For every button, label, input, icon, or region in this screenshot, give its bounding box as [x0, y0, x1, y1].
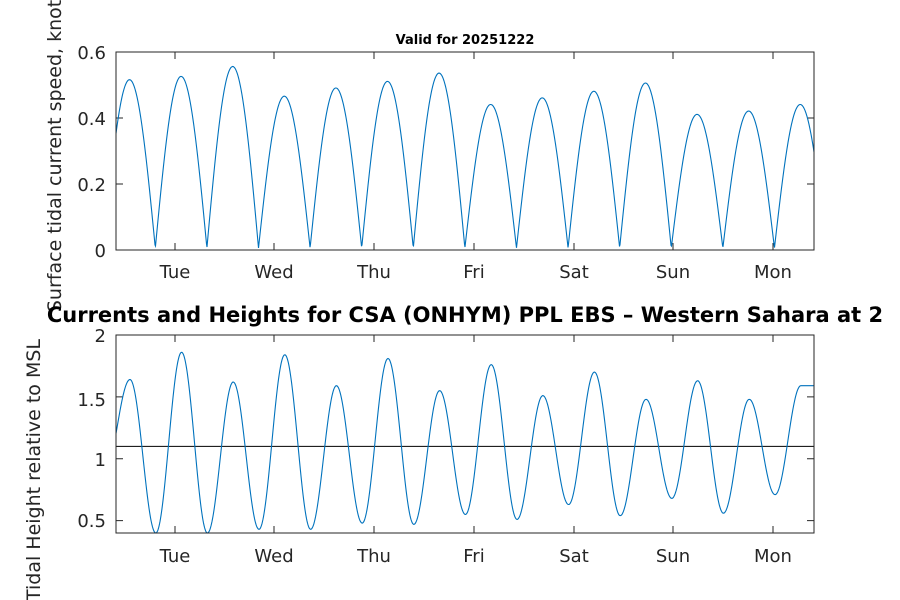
current-speed-series-line — [115, 65, 815, 249]
tidal-height-xtick-label: Fri — [463, 546, 484, 567]
tidal-height-ytick-label: 2 — [95, 326, 106, 347]
tidal-height-axes-frame — [115, 334, 815, 534]
current-speed-ytick-label: 0.6 — [77, 43, 106, 64]
current-speed-panel: Valid for 20251222 Surface tidal current… — [44, 0, 815, 312]
current-speed-xtick-label: Fri — [463, 262, 484, 283]
current-speed-xtick-label: Wed — [254, 262, 293, 283]
current-speed-xtick-label: Thu — [356, 262, 391, 283]
tidal-height-axes-box — [115, 334, 815, 534]
tidal-height-ytick-label: 0.5 — [77, 511, 106, 532]
current-speed-axes-box — [115, 51, 815, 251]
current-speed-axes-frame — [115, 51, 815, 251]
current-speed-xtick-label: Sun — [656, 262, 690, 283]
current-speed-ylabel: Surface tidal current speed, knots — [44, 0, 66, 312]
tidal-height-xtick-label: Thu — [356, 546, 391, 567]
tidal-height-xtick-label: Sun — [656, 546, 690, 567]
current-speed-xtick-label: Mon — [754, 262, 792, 283]
tidal-height-panel: Currents and Heights for CSA (ONHYM) PPL… — [23, 303, 883, 600]
current-speed-ytick-label: 0.2 — [77, 175, 106, 196]
current-speed-ytick-label: 0 — [95, 241, 106, 262]
tidal-height-series-line — [115, 351, 814, 534]
tidal-height-xtick-label: Mon — [754, 546, 792, 567]
tidal-height-title: Currents and Heights for CSA (ONHYM) PPL… — [47, 303, 883, 327]
tidal-height-xtick-label: Sat — [559, 546, 589, 567]
tidal-height-ytick-label: 1.5 — [77, 390, 106, 411]
tidal-height-ylabel: Tidal Height relative to MSL — [23, 339, 45, 600]
current-speed-xtick-label: Sat — [559, 262, 589, 283]
current-speed-xtick-label: Tue — [159, 262, 191, 283]
tidal-height-xtick-label: Tue — [159, 546, 191, 567]
tidal-height-ytick-label: 1 — [95, 450, 106, 471]
current-speed-ytick-label: 0.4 — [77, 109, 106, 130]
tidal-height-xtick-label: Wed — [254, 546, 293, 567]
current-speed-title: Valid for 20251222 — [396, 33, 535, 48]
